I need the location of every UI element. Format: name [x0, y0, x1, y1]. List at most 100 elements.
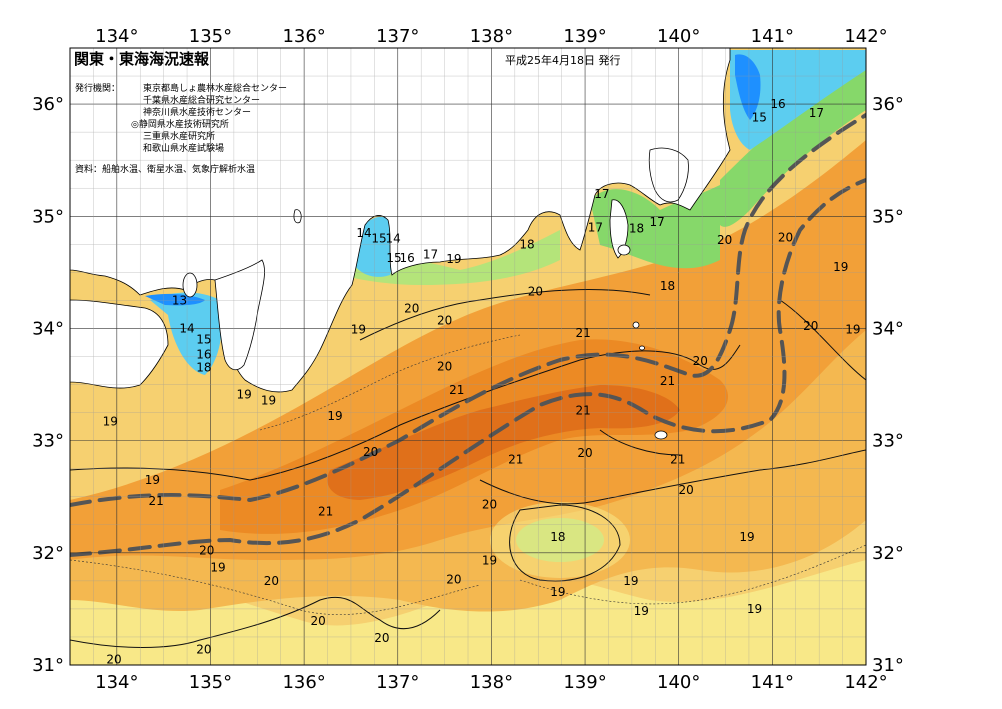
- map-title: 関東・東海海況速報: [74, 50, 210, 68]
- coastal-13-north-east: [735, 54, 761, 120]
- isotherm-label: 20: [106, 652, 121, 666]
- isotherm-label: 21: [318, 504, 333, 518]
- longitude-tick-label: 141°: [751, 26, 794, 47]
- isotherm-label: 20: [404, 301, 419, 315]
- isotherm-label: 19: [103, 415, 118, 429]
- isotherm-label: 19: [747, 602, 762, 616]
- issuers-label: 発行機関：: [75, 84, 121, 94]
- minor-isotherms: [70, 334, 866, 615]
- isotherm-label: 19: [482, 554, 497, 568]
- isotherm-label: 15: [371, 232, 386, 246]
- isotherm-label: 19: [145, 473, 160, 487]
- longitude-tick-label: 135°: [189, 672, 232, 693]
- isotherm-label: 21: [449, 383, 464, 397]
- isotherm-label: 20: [374, 631, 389, 645]
- latitude-tick-label: 35°: [872, 206, 904, 227]
- isotherm-label: 20: [482, 498, 497, 512]
- isotherm-label: 15: [386, 251, 401, 265]
- isotherm-label: 20: [264, 574, 279, 588]
- issuer-org: 三重県水産研究所: [143, 132, 216, 142]
- isotherm-label: 19: [623, 574, 638, 588]
- isotherm-label: 18: [629, 222, 644, 236]
- isotherm-label: 19: [833, 260, 848, 274]
- latitude-tick-label: 34°: [32, 318, 64, 339]
- isotherm-label: 20: [679, 483, 694, 497]
- land-kii-peninsula: [214, 259, 265, 371]
- longitude-tick-label: 139°: [563, 672, 606, 693]
- coastal-15-north-east: [730, 50, 866, 150]
- isotherm-label: 20: [363, 445, 378, 459]
- isotherm-label: 14: [179, 321, 194, 335]
- latitude-tick-label: 34°: [872, 318, 904, 339]
- longitude-tick-label: 136°: [282, 672, 325, 693]
- isotherm-label: 19: [739, 530, 754, 544]
- isotherm-label: 21: [508, 453, 523, 467]
- isotherm-label: 20: [577, 446, 592, 460]
- land-mikurajima: [639, 345, 645, 351]
- coastal-north-east: [720, 60, 866, 227]
- isotherm-label: 19: [210, 560, 225, 574]
- isotherm-label: 15: [752, 111, 767, 125]
- isotherm-label: 21: [660, 374, 675, 388]
- latitude-labels-left: 36° 35° 34° 33° 32° 31°: [32, 94, 64, 676]
- longitude-tick-label: 140°: [657, 672, 700, 693]
- issue-date: 平成25年4月18日 発行: [505, 54, 621, 67]
- isotherm-label: 14: [356, 226, 371, 240]
- latitude-tick-label: 33°: [872, 431, 904, 452]
- land-hachijojima: [654, 430, 668, 440]
- issuer-org: 東京都島しょ農林水産総合センター: [143, 84, 288, 94]
- isotherm-label: 20: [803, 319, 818, 333]
- longitude-tick-label: 141°: [751, 672, 794, 693]
- isotherm-label: 20: [693, 354, 708, 368]
- longitude-labels-top: 134° 135° 136° 137° 138° 139° 140° 141° 142°: [95, 26, 888, 47]
- isotherm-label: 21: [576, 403, 591, 417]
- issuer-org: 千葉県水産総合研究センター: [143, 96, 261, 106]
- isotherm-label: 17: [809, 106, 824, 120]
- isotherm-label: 21: [576, 326, 591, 340]
- isotherm-label: 17: [423, 247, 438, 261]
- isotherm-label: 13: [172, 293, 187, 307]
- longitude-tick-label: 138°: [470, 672, 513, 693]
- map-frame: [69, 47, 867, 666]
- major-isotherms: [70, 289, 866, 648]
- isotherm-label: 20: [717, 233, 732, 247]
- land-shikoku: [70, 299, 169, 389]
- isotherm-label: 21: [670, 453, 685, 467]
- isotherm-label: 16: [399, 251, 414, 265]
- isotherm-label: 15: [196, 333, 211, 347]
- latitude-labels-right: 36° 35° 34° 33° 32° 31°: [872, 94, 904, 676]
- isotherm-label: 19: [237, 388, 252, 402]
- isotherm-label: 19: [261, 393, 276, 407]
- isotherm-label: 19: [550, 585, 565, 599]
- isotherm-label: 20: [196, 642, 211, 656]
- isotherm-label: 20: [528, 284, 543, 298]
- longitude-tick-label: 142°: [844, 26, 887, 47]
- isotherm-label: 19: [327, 409, 342, 423]
- isotherm-label: 19: [634, 604, 649, 618]
- latitude-tick-label: 31°: [32, 655, 64, 676]
- isotherm-label: 19: [446, 252, 461, 266]
- land-awaji: [182, 272, 198, 298]
- longitude-labels-bottom: 134° 135° 136° 137° 138° 139° 140° 141° 142°: [95, 672, 888, 693]
- cold-eddy-19: [490, 502, 630, 578]
- longitude-tick-label: 134°: [95, 672, 138, 693]
- isotherm-label: 20: [199, 544, 214, 558]
- isotherm-label: 20: [446, 573, 461, 587]
- latitude-tick-label: 31°: [872, 655, 904, 676]
- longitude-tick-label: 138°: [470, 26, 513, 47]
- isotherm-label: 19: [845, 323, 860, 337]
- longitude-tick-label: 137°: [376, 26, 419, 47]
- issuer-org-lead: ◎静岡県水産技術研究所: [131, 120, 229, 130]
- graticule-minor: [70, 48, 866, 665]
- latitude-tick-label: 32°: [872, 543, 904, 564]
- longitude-tick-label: 136°: [282, 26, 325, 47]
- isotherm-label: 16: [196, 347, 211, 361]
- isotherm-label: 18: [660, 279, 675, 293]
- isotherm-label: 17: [594, 187, 609, 201]
- longitude-tick-label: 135°: [189, 26, 232, 47]
- isotherm-label: 16: [770, 97, 785, 111]
- isotherm-label: 20: [311, 614, 326, 628]
- isotherm-label: 18: [196, 361, 211, 375]
